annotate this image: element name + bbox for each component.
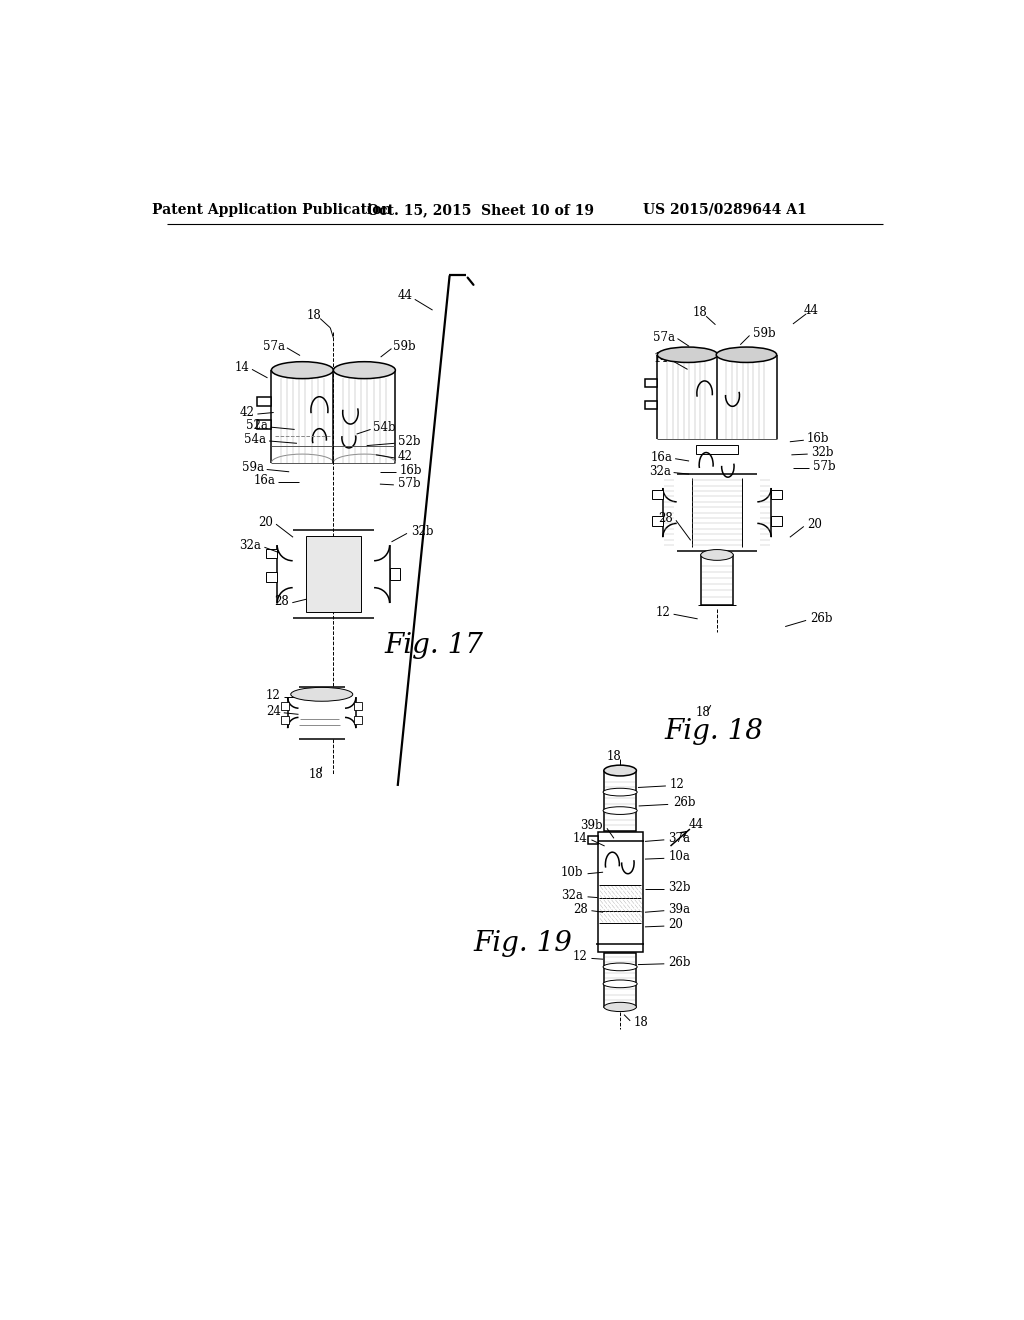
Text: 39b: 39b xyxy=(581,820,603,833)
Text: 42: 42 xyxy=(240,407,254,418)
Bar xyxy=(282,702,289,710)
Text: 37a: 37a xyxy=(669,832,690,845)
Bar xyxy=(652,516,663,525)
Bar xyxy=(257,397,271,407)
Bar xyxy=(266,573,278,582)
Text: 16a: 16a xyxy=(253,474,275,487)
Text: 59a: 59a xyxy=(242,462,263,474)
Ellipse shape xyxy=(271,362,334,379)
Bar xyxy=(282,715,289,723)
Ellipse shape xyxy=(604,766,636,776)
Text: 24: 24 xyxy=(266,705,281,718)
Text: 16b: 16b xyxy=(807,432,829,445)
Text: 16a: 16a xyxy=(650,450,672,463)
Text: 20: 20 xyxy=(258,516,273,529)
Text: 42: 42 xyxy=(397,450,413,463)
Text: 32a: 32a xyxy=(240,539,261,552)
Bar xyxy=(695,445,738,454)
Text: 52b: 52b xyxy=(397,436,420,449)
Ellipse shape xyxy=(603,964,637,970)
Bar xyxy=(771,516,782,525)
Text: 59b: 59b xyxy=(753,327,775,341)
Ellipse shape xyxy=(604,1002,636,1011)
Ellipse shape xyxy=(700,549,733,561)
Text: 18: 18 xyxy=(692,306,708,319)
Text: 18: 18 xyxy=(634,1016,649,1028)
Text: 57a: 57a xyxy=(653,330,675,343)
Text: 12: 12 xyxy=(670,777,684,791)
Text: 26b: 26b xyxy=(810,612,833,626)
Text: 28: 28 xyxy=(274,594,289,607)
Text: US 2015/0289644 A1: US 2015/0289644 A1 xyxy=(643,203,807,216)
Bar xyxy=(354,715,362,723)
Text: 14: 14 xyxy=(234,362,250,375)
Bar xyxy=(771,490,782,499)
Text: 14: 14 xyxy=(572,832,588,845)
Bar xyxy=(604,953,636,1007)
Bar xyxy=(257,420,271,429)
Text: Oct. 15, 2015  Sheet 10 of 19: Oct. 15, 2015 Sheet 10 of 19 xyxy=(368,203,594,216)
Text: 12: 12 xyxy=(655,606,671,619)
Text: 32b: 32b xyxy=(669,880,690,894)
Text: 14: 14 xyxy=(654,352,669,366)
Ellipse shape xyxy=(603,788,637,796)
Ellipse shape xyxy=(603,807,637,814)
Text: 54b: 54b xyxy=(373,421,395,434)
Text: 44: 44 xyxy=(398,289,413,302)
Text: 16b: 16b xyxy=(400,463,423,477)
Text: Patent Application Publication: Patent Application Publication xyxy=(152,203,391,216)
Text: 20: 20 xyxy=(807,519,822,532)
Text: Fig. 17: Fig. 17 xyxy=(385,631,483,659)
Text: 59b: 59b xyxy=(393,339,416,352)
Text: 44: 44 xyxy=(688,818,703,832)
Text: 28: 28 xyxy=(572,903,588,916)
Bar xyxy=(645,379,657,387)
Text: 32a: 32a xyxy=(648,465,671,478)
Ellipse shape xyxy=(334,362,395,379)
Bar xyxy=(598,832,643,952)
Text: 26b: 26b xyxy=(673,796,695,809)
Text: 44: 44 xyxy=(804,305,819,317)
Text: 32b: 32b xyxy=(411,525,433,539)
Bar xyxy=(389,568,400,581)
Text: 12: 12 xyxy=(266,689,281,702)
Bar xyxy=(652,490,663,499)
Bar xyxy=(266,549,278,558)
Bar xyxy=(589,836,598,843)
Ellipse shape xyxy=(291,688,352,701)
Text: 57b: 57b xyxy=(397,477,420,490)
Text: 10b: 10b xyxy=(560,866,583,879)
Text: 28: 28 xyxy=(658,512,673,525)
Bar xyxy=(354,702,362,710)
Text: 32a: 32a xyxy=(561,888,583,902)
Text: 12: 12 xyxy=(572,950,588,964)
Text: 54a: 54a xyxy=(244,433,266,446)
Text: 18: 18 xyxy=(306,309,322,322)
Ellipse shape xyxy=(603,979,637,987)
Text: 18: 18 xyxy=(695,706,711,719)
Text: Fig. 19: Fig. 19 xyxy=(474,931,572,957)
Text: 18: 18 xyxy=(606,750,622,763)
Ellipse shape xyxy=(657,347,718,363)
Bar xyxy=(645,401,657,409)
Ellipse shape xyxy=(716,347,776,363)
Text: 39a: 39a xyxy=(669,903,690,916)
Text: 10a: 10a xyxy=(669,850,690,863)
Text: 18: 18 xyxy=(309,768,324,781)
Text: Fig. 18: Fig. 18 xyxy=(665,718,763,744)
Text: 57b: 57b xyxy=(813,459,836,473)
Bar xyxy=(700,554,733,605)
Text: 26b: 26b xyxy=(669,956,690,969)
Text: 32b: 32b xyxy=(812,446,835,459)
Text: 57a: 57a xyxy=(262,339,285,352)
Text: 20: 20 xyxy=(669,917,683,931)
Text: 52a: 52a xyxy=(246,418,267,432)
Bar xyxy=(306,536,360,612)
Bar xyxy=(604,771,636,830)
